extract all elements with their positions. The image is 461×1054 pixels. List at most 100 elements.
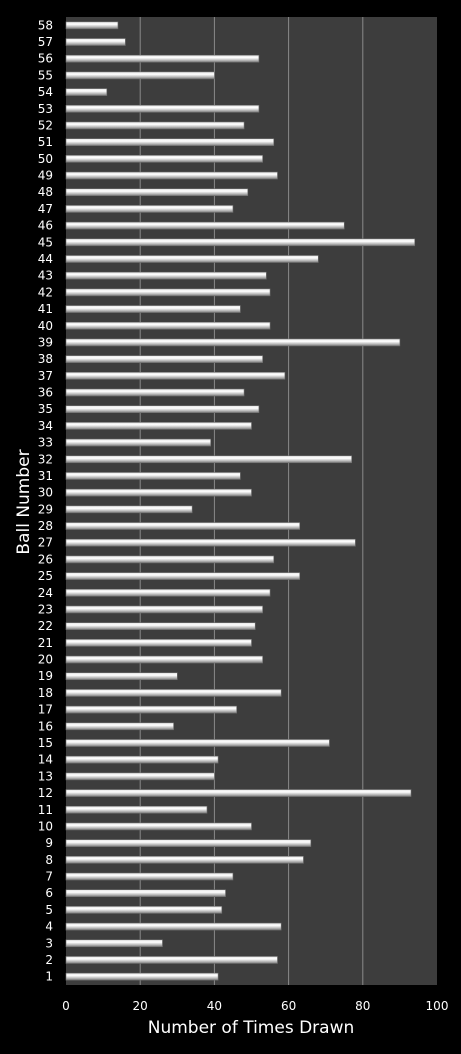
y-tick-label: 9	[45, 836, 53, 850]
x-tick-label: 100	[426, 999, 449, 1013]
bar-ball-48	[65, 188, 249, 197]
y-tick-label: 52	[38, 118, 53, 132]
y-tick-label: 7	[45, 870, 53, 884]
y-tick-label: 42	[38, 285, 53, 299]
bar-ball-2	[65, 956, 278, 964]
bar-ball-5	[65, 906, 223, 914]
bar-ball-55	[65, 71, 215, 80]
y-tick-label: 46	[38, 219, 53, 233]
y-tick-label: 47	[38, 202, 53, 216]
bar-ball-37	[65, 372, 286, 380]
x-tick-label: 0	[62, 999, 70, 1013]
y-tick-label: 16	[38, 719, 53, 733]
y-tick-label: 32	[38, 452, 53, 466]
bar-ball-26	[65, 555, 275, 564]
x-tick-label: 40	[207, 999, 222, 1013]
y-tick-label: 24	[38, 586, 53, 600]
y-tick-label: 20	[38, 653, 53, 667]
y-tick-label: 57	[38, 35, 53, 49]
y-tick-label: 4	[45, 920, 53, 934]
bar-ball-40	[65, 321, 271, 330]
bar-ball-56	[65, 54, 260, 63]
y-tick-label: 45	[38, 235, 53, 249]
y-tick-label: 6	[45, 886, 53, 900]
y-tick-label: 12	[38, 786, 53, 800]
x-tick-labels: 0 20 40 60 80 100	[62, 999, 448, 1013]
y-tick-label: 39	[38, 335, 53, 349]
bar-ball-46	[65, 221, 345, 230]
y-tick-label: 25	[38, 569, 53, 583]
bar-ball-4	[65, 922, 282, 931]
bar-ball-6	[65, 889, 226, 898]
y-tick-label: 56	[38, 52, 53, 66]
bar-ball-20	[65, 655, 263, 664]
y-tick-label: 27	[38, 536, 53, 550]
x-tick-label: 80	[355, 999, 370, 1013]
bar-ball-3	[65, 939, 163, 948]
y-tick-label: 8	[45, 853, 53, 867]
bar-ball-30	[65, 488, 252, 497]
x-axis-label: Number of Times Drawn	[148, 1018, 355, 1038]
y-tick-label: 34	[38, 419, 53, 433]
bar-ball-27	[65, 538, 356, 547]
bar-ball-35	[65, 405, 260, 414]
y-tick-label: 13	[38, 769, 53, 783]
bar-ball-10	[65, 822, 252, 831]
bar-ball-32	[65, 455, 352, 464]
bar-ball-45	[65, 238, 416, 247]
y-tick-label: 21	[38, 636, 53, 650]
bars	[65, 21, 416, 981]
bar-ball-50	[65, 155, 263, 163]
y-tick-label: 14	[38, 753, 53, 767]
y-tick-label: 38	[38, 352, 53, 366]
y-tick-labels: 1234567891011121314151617181920212223242…	[38, 18, 53, 983]
bar-ball-39	[65, 338, 401, 347]
y-tick-label: 11	[38, 803, 53, 817]
y-tick-label: 3	[45, 936, 53, 950]
bar-ball-58	[65, 21, 119, 30]
y-tick-label: 53	[38, 102, 53, 116]
y-tick-label: 22	[38, 619, 53, 633]
bar-ball-7	[65, 872, 234, 881]
bar-ball-8	[65, 856, 304, 864]
bar-ball-51	[65, 138, 275, 146]
y-tick-label: 40	[38, 319, 53, 333]
bar-ball-42	[65, 288, 271, 297]
bar-ball-36	[65, 388, 245, 397]
bar-ball-17	[65, 705, 237, 714]
y-axis-label: Ball Number	[14, 449, 34, 554]
y-tick-label: 58	[38, 18, 53, 32]
x-tick-label: 60	[281, 999, 296, 1013]
y-tick-label: 18	[38, 686, 53, 700]
y-tick-label: 54	[38, 85, 53, 99]
y-tick-label: 36	[38, 386, 53, 400]
y-tick-label: 48	[38, 185, 53, 199]
y-tick-label: 43	[38, 269, 53, 283]
bar-ball-21	[65, 639, 252, 647]
bar-ball-25	[65, 572, 301, 580]
bar-ball-57	[65, 38, 126, 46]
y-tick-label: 5	[45, 903, 53, 917]
y-tick-label: 10	[38, 819, 53, 833]
bar-ball-41	[65, 305, 241, 313]
bar-ball-11	[65, 805, 208, 814]
bar-ball-19	[65, 672, 178, 681]
bar-ball-24	[65, 588, 271, 597]
bar-ball-54	[65, 88, 108, 96]
bar-ball-23	[65, 605, 263, 614]
bar-ball-9	[65, 839, 312, 847]
bar-ball-29	[65, 505, 193, 514]
y-tick-label: 19	[38, 669, 53, 683]
y-tick-label: 15	[38, 736, 53, 750]
bar-ball-47	[65, 205, 234, 213]
x-tick-label: 20	[133, 999, 148, 1013]
y-tick-label: 29	[38, 502, 53, 516]
y-tick-label: 55	[38, 68, 53, 82]
bar-ball-13	[65, 772, 215, 781]
bar-ball-16	[65, 722, 174, 731]
bar-ball-12	[65, 789, 412, 797]
bar-ball-31	[65, 472, 241, 480]
bar-ball-18	[65, 689, 282, 697]
